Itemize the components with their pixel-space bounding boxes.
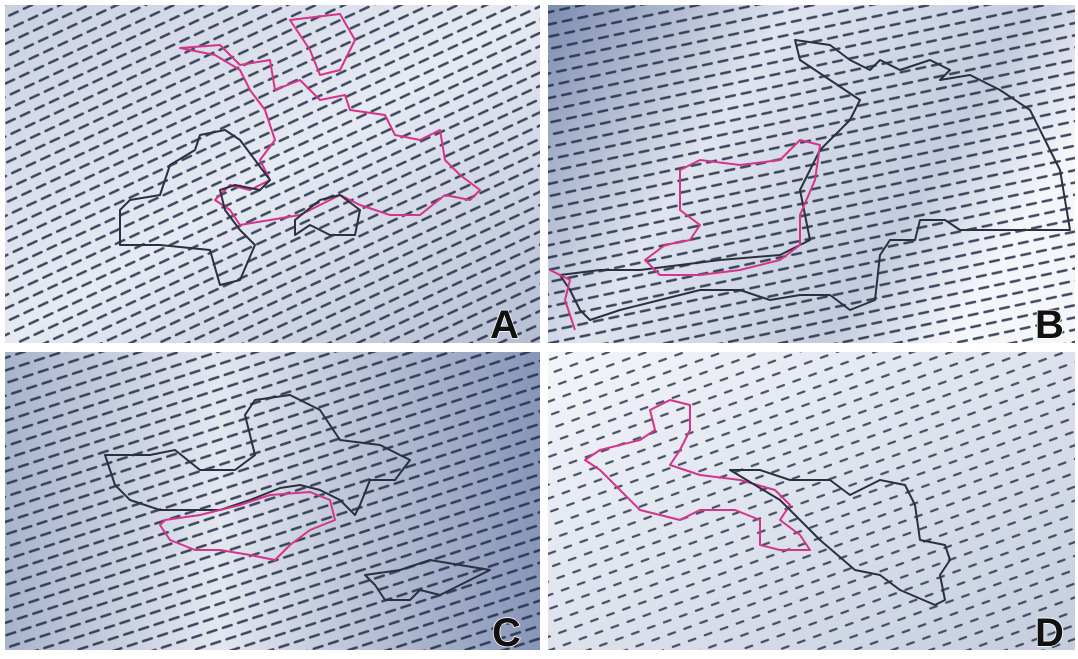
panel-c: C bbox=[5, 352, 540, 654]
panel-label: A bbox=[490, 303, 519, 347]
figure: A B C D bbox=[0, 0, 1078, 654]
panel-a: A bbox=[5, 5, 540, 347]
panel-label: D bbox=[1035, 611, 1064, 654]
panel-label: C bbox=[492, 611, 521, 654]
panel-label: B bbox=[1035, 303, 1064, 347]
panel-b: B bbox=[548, 5, 1075, 347]
page: {"panels": [{"label": "A"}, {"label": "B… bbox=[0, 0, 1078, 654]
panel-d: D bbox=[548, 352, 1075, 654]
